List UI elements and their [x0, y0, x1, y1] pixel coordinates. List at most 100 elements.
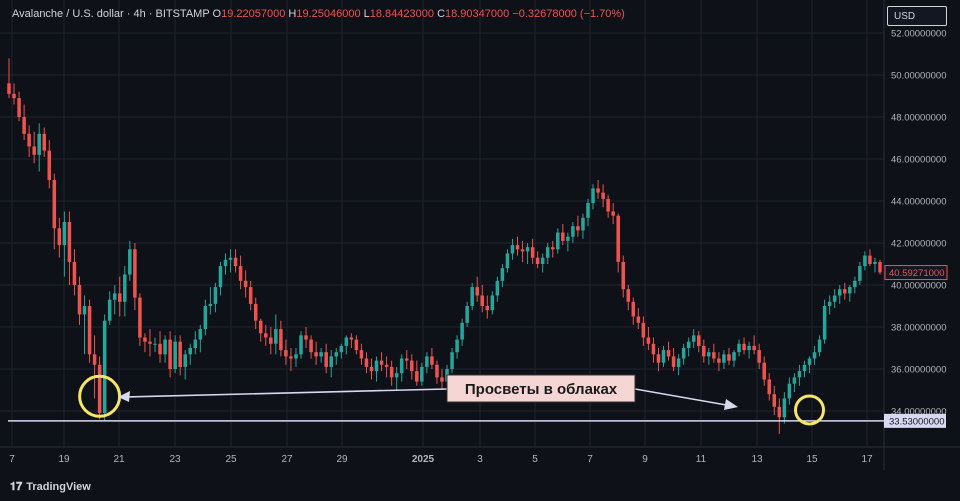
candle-body [853, 280, 857, 288]
candle-body [198, 329, 203, 340]
candle-body [112, 293, 117, 300]
candle-body [394, 373, 399, 378]
candle-body [561, 232, 565, 241]
price-tick-label: 44.00000000 [891, 197, 946, 208]
candle-body [223, 259, 228, 267]
candle-body [858, 266, 862, 281]
annotation-box[interactable] [446, 374, 636, 403]
arrow-right-line [634, 388, 733, 407]
candle-body [133, 249, 137, 298]
time-tick-label: 19 [58, 454, 70, 465]
candle-body [500, 268, 505, 281]
candle-body [67, 222, 72, 262]
candle-body [535, 257, 540, 264]
candle-body [123, 274, 127, 302]
time-tick-label: 3 [477, 454, 483, 465]
candle-body [712, 352, 716, 359]
candle-body [747, 345, 751, 351]
candle-body [485, 306, 490, 311]
candle-body [92, 354, 97, 365]
candle-body [636, 316, 641, 323]
candle-body [374, 360, 379, 372]
candle-body [77, 285, 82, 315]
candle-body [817, 339, 822, 353]
highlight-circle [794, 394, 826, 426]
candle-body [309, 339, 313, 353]
candle-body [762, 362, 766, 380]
candle-body [379, 360, 384, 365]
candle-body [22, 117, 26, 134]
candle-body [676, 358, 681, 367]
candle-body [269, 337, 273, 344]
candle-body [545, 247, 550, 258]
close-label: C [437, 8, 446, 20]
candle-body [294, 354, 298, 359]
time-tick-label: 21 [113, 454, 125, 465]
candle-body [228, 257, 233, 260]
candle-body [304, 335, 308, 340]
change-value: −0.32678000 (−1.70%) [512, 8, 625, 20]
price-tick-label: 36.00000000 [891, 365, 946, 376]
time-tick-label: 25 [225, 454, 237, 465]
time-tick-label: 2025 [412, 454, 435, 465]
time-tick-label: 15 [806, 454, 818, 465]
tradingview-logo-icon: 𝟏𝟕 [10, 481, 23, 493]
time-tick-label: 17 [861, 454, 873, 465]
support-price-box [884, 413, 946, 428]
candle-body [505, 253, 510, 269]
candle-body [782, 398, 787, 418]
candle-body [193, 339, 198, 348]
candle-body [82, 306, 87, 315]
currency-button[interactable]: USD [887, 6, 947, 26]
candle-body [777, 406, 782, 418]
candle-body [495, 280, 500, 296]
tradingview-branding[interactable]: 𝟏𝟕 TradingView [10, 481, 91, 494]
high-value: 19.25046000 [296, 8, 361, 20]
candle-body [410, 360, 414, 372]
time-tick-label: 5 [532, 454, 538, 465]
candle-body [651, 343, 656, 355]
low-label: L [363, 8, 370, 20]
candle-body [576, 226, 580, 231]
candle-body [520, 249, 525, 252]
candle-body [12, 93, 16, 99]
candle-body [52, 180, 57, 229]
time-axis[interactable]: 7 19 21 23 25 27 29 2025 3 5 7 9 11 13 15 17 [9, 454, 873, 465]
candle-body [47, 150, 52, 180]
candle-body [566, 236, 570, 241]
candle-body [359, 350, 364, 359]
candle-body [248, 287, 253, 304]
candle-body [812, 352, 817, 359]
candle-body [787, 383, 792, 399]
candle-body [299, 335, 303, 355]
candle-body [203, 306, 208, 330]
price-tick-label: 50.00000000 [891, 71, 946, 82]
candle-body [606, 198, 610, 212]
candle-body [581, 217, 585, 231]
candle-body [686, 341, 691, 348]
candle-body [57, 228, 62, 246]
price-axis[interactable]: 52.00000000 50.00000000 48.00000000 46.0000… [891, 29, 946, 418]
time-tick-label: 7 [9, 454, 15, 465]
candle-body [264, 333, 268, 338]
candle-body [430, 356, 434, 365]
time-tick-label: 23 [169, 454, 181, 465]
candle-body [7, 83, 11, 94]
candle-body [742, 343, 746, 351]
candle-body [515, 245, 520, 250]
candle-body [656, 354, 661, 363]
time-tick-label: 27 [281, 454, 293, 465]
candle-body [339, 345, 344, 353]
annotation-arrows [118, 388, 738, 410]
candle-body [334, 352, 339, 357]
candle-body [611, 211, 615, 216]
price-tick-label: 52.00000000 [891, 29, 946, 40]
price-tick-label: 38.00000000 [891, 323, 946, 334]
candle-body [722, 354, 726, 363]
candle-body [802, 364, 807, 372]
candle-body [168, 339, 172, 369]
symbol-title: Avalanche / U.S. dollar · 4h · BITSTAMP [12, 8, 210, 20]
candle-body [691, 335, 696, 342]
candle-body [792, 377, 797, 384]
